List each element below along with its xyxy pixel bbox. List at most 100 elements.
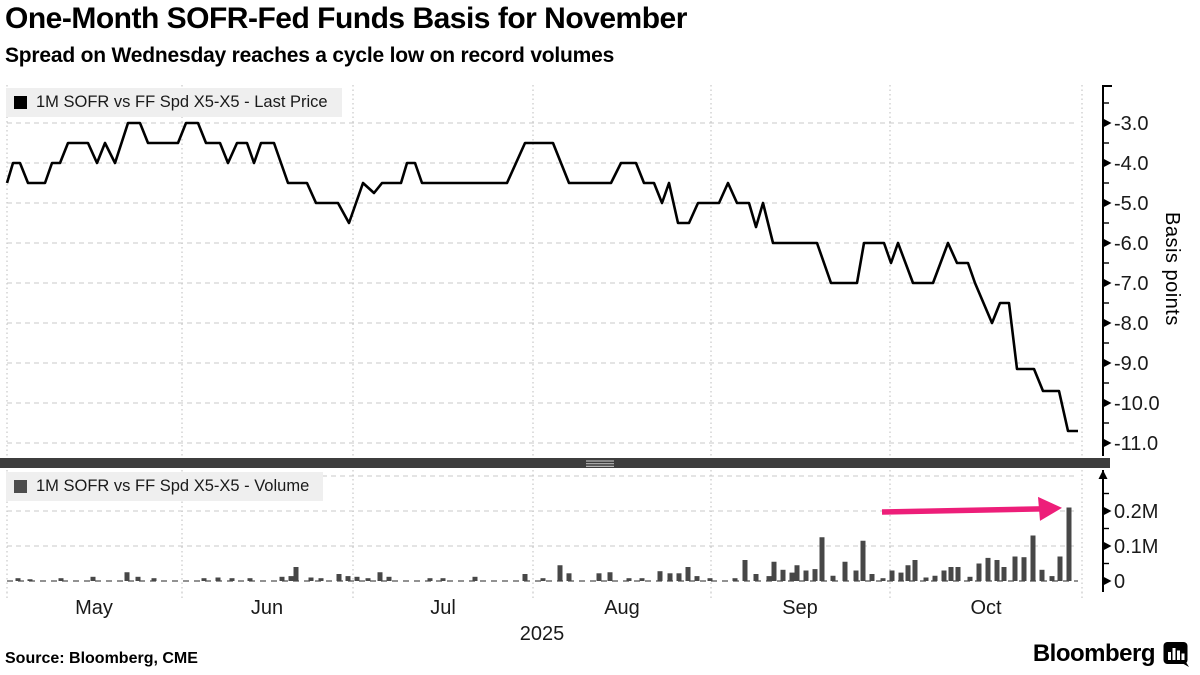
bloomberg-logo-text: Bloomberg	[1032, 640, 1156, 667]
axis-major-tick	[1103, 118, 1112, 128]
volume-bar	[607, 572, 613, 581]
volume-bar	[694, 576, 700, 581]
volume-bar	[830, 575, 836, 581]
volume-bar	[812, 569, 818, 581]
price-tick-label: -5.0	[1114, 193, 1148, 215]
year-label: 2025	[520, 623, 565, 645]
price-legend: 1M SOFR vs FF Spd X5-X5 - Last Price	[6, 88, 342, 117]
volume-tick-label: 0.1M	[1114, 536, 1158, 558]
volume-bar	[345, 576, 351, 581]
volume-bar	[912, 560, 918, 581]
volume-bar	[377, 572, 383, 581]
volume-bar	[1057, 556, 1063, 581]
volume-axis-top-arrow-icon	[1098, 470, 1108, 479]
volume-bar	[905, 565, 911, 581]
volume-bar	[889, 570, 895, 581]
volume-bar	[1049, 576, 1055, 581]
month-label: Jul	[430, 597, 456, 619]
source-credit: Source: Bloomberg, CME	[5, 650, 198, 667]
volume-bar	[293, 567, 299, 581]
volume-bar	[803, 570, 809, 581]
volume-bar	[354, 576, 360, 581]
volume-bar	[1012, 556, 1018, 581]
volume-bar	[566, 573, 572, 581]
volume-bar	[948, 567, 954, 581]
axis-major-tick	[1103, 398, 1112, 408]
month-label: Sep	[782, 597, 818, 619]
volume-bar	[90, 576, 96, 581]
volume-legend-label: 1M SOFR vs FF Spd X5-X5 - Volume	[36, 477, 310, 495]
volume-bar	[557, 565, 563, 581]
axis-major-tick	[1103, 318, 1112, 328]
volume-bar	[819, 537, 825, 581]
volume-bar	[667, 573, 673, 581]
y-axis-title: Basis points	[1161, 212, 1183, 326]
volume-bar	[742, 560, 748, 581]
volume-bar	[923, 577, 929, 581]
price-line	[5, 121, 1078, 433]
panel-divider	[0, 458, 1110, 468]
volume-bar	[869, 574, 875, 581]
volume-bar	[1021, 557, 1027, 581]
volume-bar	[27, 579, 33, 581]
volume-bar	[707, 578, 713, 581]
volume-bar	[522, 574, 528, 581]
record-volume-arrow-shaft	[881, 506, 1043, 515]
volume-bar	[853, 570, 859, 581]
volume-bar	[386, 576, 392, 581]
axis-major-tick	[1103, 198, 1112, 208]
axis-major-tick	[1103, 158, 1112, 168]
volume-bar	[976, 563, 982, 581]
volume-bar	[427, 578, 433, 581]
axis-major-tick	[1103, 576, 1112, 586]
price-tick-label: -8.0	[1114, 313, 1148, 335]
chart-title: One-Month SOFR-Fed Funds Basis for Novem…	[5, 2, 687, 35]
volume-tick-label: 0.2M	[1114, 501, 1158, 523]
volume-bar	[967, 576, 973, 581]
month-label: Jun	[251, 597, 283, 619]
volume-bar	[994, 560, 1000, 581]
bloomberg-bars-bubble-icon	[1163, 642, 1189, 667]
volume-bar	[985, 557, 991, 581]
volume-bar	[657, 571, 663, 581]
price-tick-label: -9.0	[1114, 353, 1148, 375]
volume-bar	[279, 576, 285, 581]
volume-bar	[201, 578, 207, 581]
price-tick-label: -6.0	[1114, 233, 1148, 255]
month-label: Oct	[970, 597, 1002, 619]
volume-bar	[941, 570, 947, 581]
volume-bar	[794, 565, 800, 581]
price-legend-swatch-icon	[14, 96, 27, 109]
volume-bar	[440, 578, 446, 581]
volume-bar	[860, 540, 866, 581]
volume-bar	[215, 577, 221, 581]
volume-bar	[151, 578, 157, 581]
chart-subtitle: Spread on Wednesday reaches a cycle low …	[5, 44, 615, 67]
axis-major-tick	[1103, 541, 1112, 551]
volume-bar	[639, 578, 645, 581]
volume-bar	[318, 578, 324, 581]
volume-bar	[288, 576, 294, 581]
volume-bar	[58, 578, 64, 581]
volume-bar	[365, 578, 371, 581]
volume-bar	[247, 578, 253, 581]
volume-bar	[1030, 535, 1036, 581]
volume-bar	[676, 573, 682, 581]
volume-bar	[15, 578, 21, 581]
volume-bar	[766, 576, 772, 581]
month-label: Aug	[604, 597, 640, 619]
volume-bar	[780, 569, 786, 581]
record-volume-arrow-head	[1038, 496, 1062, 521]
axis-major-tick	[1103, 506, 1112, 516]
volume-bar	[898, 572, 904, 581]
volume-bar	[124, 572, 130, 581]
volume-bar	[229, 578, 235, 581]
price-tick-label: -4.0	[1114, 153, 1148, 175]
volume-bar	[955, 567, 961, 581]
volume-bar	[932, 575, 938, 581]
volume-tick-label: 0	[1114, 571, 1125, 593]
bloomberg-logo: Bloomberg	[1033, 640, 1190, 668]
volume-bar	[135, 576, 141, 581]
